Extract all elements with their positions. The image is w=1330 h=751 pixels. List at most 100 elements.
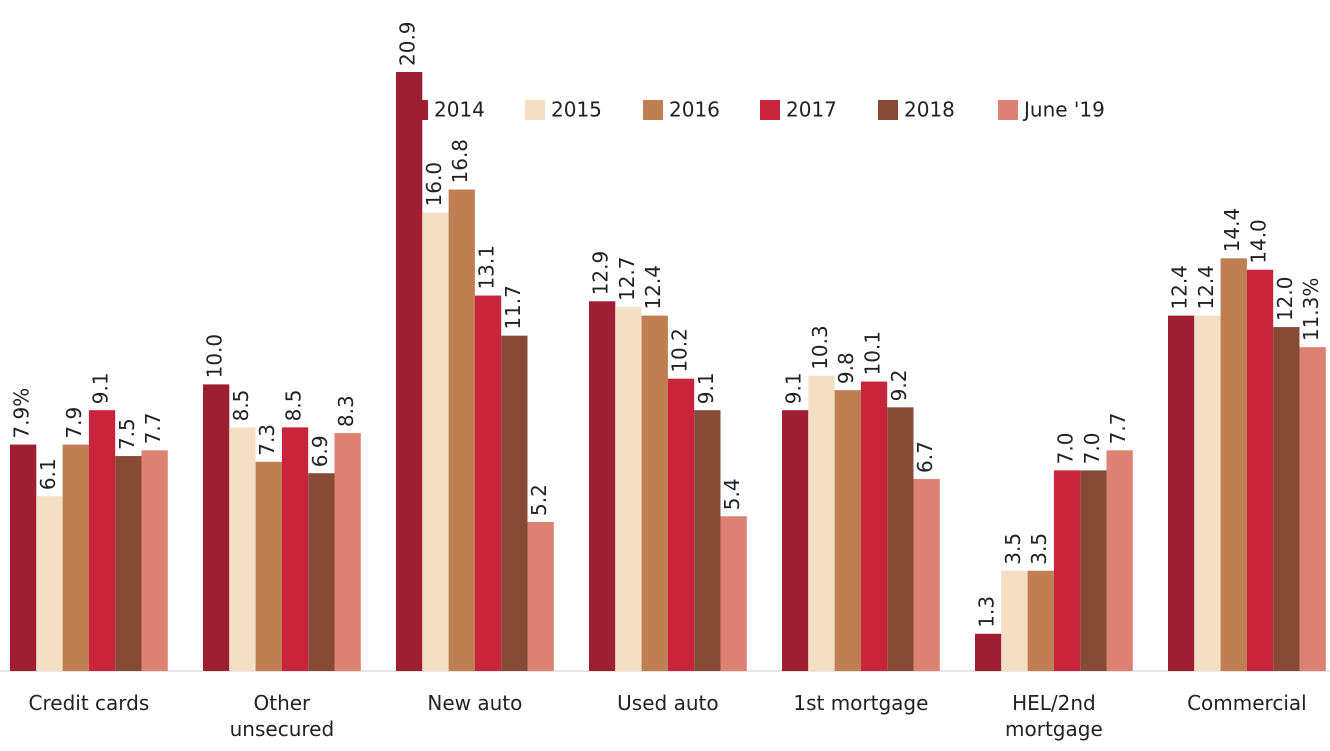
legend-swatch — [643, 100, 663, 120]
legend-swatch — [998, 100, 1018, 120]
value-label: 9.1 — [89, 372, 113, 404]
value-label: 12.9 — [589, 251, 613, 296]
x-tick-label: HEL/2nd mortgage — [1005, 691, 1103, 741]
value-label: 12.4 — [1168, 265, 1192, 310]
bar — [667, 378, 695, 671]
x-tick-label: New auto — [427, 691, 523, 715]
value-label: 5.2 — [527, 484, 551, 516]
bar — [88, 410, 116, 671]
value-label: 10.0 — [203, 334, 227, 379]
bar — [913, 478, 940, 671]
value-label: 7.9 — [62, 407, 86, 439]
bar — [255, 461, 282, 671]
value-label: 6.1 — [36, 458, 60, 490]
value-label: 9.8 — [834, 352, 858, 384]
value-label: 11.7 — [501, 285, 525, 330]
bar — [308, 473, 335, 671]
value-label: 12.4 — [641, 265, 665, 310]
bar — [589, 301, 616, 671]
bar — [860, 381, 888, 671]
value-label: 12.0 — [1273, 277, 1297, 322]
value-label: 20.9 — [396, 21, 420, 66]
bar — [1168, 315, 1195, 671]
value-label: 3.5 — [1027, 533, 1051, 565]
value-label: 12.4 — [1194, 265, 1218, 310]
bar — [1220, 258, 1247, 671]
bar — [334, 433, 361, 671]
bar — [10, 444, 37, 671]
value-label: 6.9 — [308, 435, 332, 467]
value-label: 7.0 — [1054, 433, 1078, 465]
value-label: 16.8 — [448, 139, 472, 184]
bar — [281, 427, 309, 671]
value-label: 7.7 — [141, 413, 165, 445]
bar — [1106, 450, 1133, 671]
bar — [1080, 470, 1107, 671]
bar — [782, 410, 809, 671]
bar — [808, 375, 835, 671]
value-label: 5.4 — [720, 478, 744, 510]
legend-label: 2015 — [551, 98, 602, 122]
value-label: 1.3 — [975, 596, 999, 628]
value-label: 13.1 — [475, 245, 499, 290]
bar — [527, 521, 554, 671]
bar — [694, 410, 721, 671]
x-tick-label: Commercial — [1187, 691, 1307, 715]
bar — [203, 384, 230, 671]
bar — [887, 407, 914, 671]
legend-swatch — [525, 100, 545, 120]
bar — [422, 212, 449, 671]
value-label: 8.3 — [334, 395, 358, 427]
legend-swatch — [878, 100, 898, 120]
x-tick-label: Other unsecured — [229, 691, 335, 741]
bar — [1053, 470, 1081, 671]
value-label: 12.7 — [615, 256, 639, 301]
x-tick-label: Used auto — [617, 691, 719, 715]
bar — [720, 516, 747, 671]
value-label: 8.5 — [229, 390, 253, 422]
legend-swatch — [408, 100, 428, 120]
value-label: 9.1 — [782, 372, 806, 404]
x-tick-label: 1st mortgage — [793, 691, 929, 715]
bar — [115, 456, 142, 671]
bar — [615, 307, 642, 671]
legend-label: 2014 — [434, 98, 485, 122]
value-label: 6.7 — [913, 441, 937, 473]
bar — [1027, 570, 1054, 671]
bar — [1001, 570, 1028, 671]
value-label: 8.5 — [282, 390, 306, 422]
value-label: 14.0 — [1247, 219, 1271, 264]
bar — [1299, 347, 1326, 671]
value-label: 16.0 — [422, 162, 446, 207]
bar — [975, 633, 1002, 671]
bar — [62, 444, 89, 671]
value-label: 7.5 — [115, 418, 139, 450]
value-label: 7.3 — [255, 424, 279, 456]
value-label: 7.9% — [10, 388, 34, 439]
bar — [1273, 327, 1300, 671]
bar — [36, 496, 63, 671]
value-label: 9.2 — [887, 370, 911, 402]
bar — [448, 189, 475, 671]
legend-label: 2016 — [669, 98, 720, 122]
x-tick-label: Credit cards — [28, 691, 150, 715]
value-label: 11.3% — [1299, 278, 1323, 342]
legend-swatch — [760, 100, 780, 120]
legend-label: June '19 — [1022, 98, 1105, 122]
value-label: 9.1 — [694, 372, 718, 404]
bar — [1246, 269, 1274, 671]
bar — [141, 450, 168, 671]
value-label: 7.7 — [1106, 413, 1130, 445]
bar — [474, 295, 502, 671]
value-label: 7.0 — [1080, 433, 1104, 465]
bar — [641, 315, 668, 671]
value-label: 14.4 — [1220, 208, 1244, 253]
value-label: 10.2 — [668, 328, 692, 373]
legend-label: 2018 — [904, 98, 955, 122]
value-label: 10.3 — [808, 325, 832, 370]
value-label: 3.5 — [1001, 533, 1025, 565]
bar — [229, 427, 256, 671]
value-label: 10.1 — [861, 331, 885, 376]
